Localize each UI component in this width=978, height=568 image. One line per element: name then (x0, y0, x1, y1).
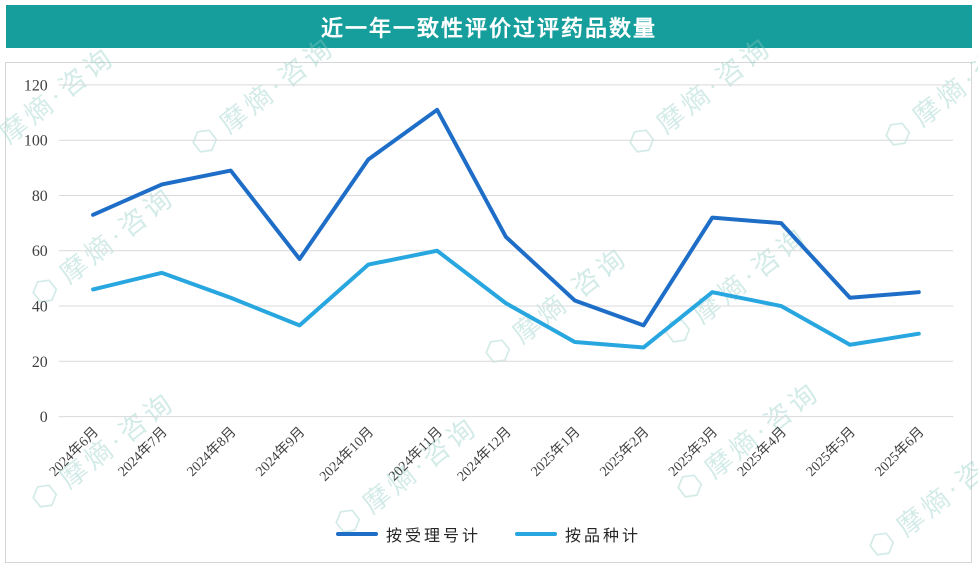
x-axis-tick-label: 2024年9月 (253, 424, 309, 480)
x-axis-tick-label: 2024年7月 (115, 424, 171, 480)
x-axis-tick-label: 2025年3月 (665, 424, 721, 480)
legend-item-by-variety: 按品种计 (515, 522, 641, 546)
legend-label: 按品种计 (565, 528, 642, 545)
x-axis-tick-label: 2025年1月 (528, 424, 584, 480)
y-axis-tick-label: 60 (32, 243, 48, 260)
legend-item-by-acceptance-number: 按受理号计 (335, 522, 481, 546)
title-bar: 近一年一致性评价过评药品数量 (6, 5, 972, 48)
y-axis-tick-label: 100 (24, 133, 48, 150)
y-axis-tick-label: 80 (32, 188, 48, 205)
y-axis-tick-label: 120 (24, 77, 48, 94)
x-axis-tick-label: 2025年6月 (872, 424, 928, 480)
x-axis-tick-label: 2024年8月 (184, 424, 240, 480)
chart-panel: 0 20 40 60 80 100 120 2024年6月 2024年7月 2024年8月 2024… (5, 62, 972, 563)
x-axis-tick-label: 2025年4月 (734, 424, 790, 480)
x-axis-tick-label: 2024年11月 (386, 424, 446, 484)
chart-legend: 按受理号计 按品种计 (6, 522, 971, 546)
series-line-0 (91, 107, 921, 328)
x-axis-tick-label: 2024年10月 (316, 424, 377, 485)
chart-title: 近一年一致性评价过评药品数量 (320, 15, 657, 41)
x-axis-tick-label: 2024年12月 (454, 424, 515, 485)
y-axis-tick-label: 40 (32, 299, 48, 316)
series-line-1 (91, 248, 921, 350)
y-axis-tick-label: 20 (32, 354, 48, 371)
legend-swatch-dark-blue-icon (335, 532, 378, 536)
y-axis-tick-label: 0 (40, 409, 48, 426)
legend-label: 按受理号计 (385, 528, 481, 545)
legend-swatch-light-blue-icon (515, 532, 557, 536)
x-axis-tick-label: 2025年5月 (803, 424, 859, 480)
x-axis-tick-label: 2025年2月 (597, 424, 653, 480)
x-axis-tick-label: 2024年6月 (46, 424, 102, 480)
